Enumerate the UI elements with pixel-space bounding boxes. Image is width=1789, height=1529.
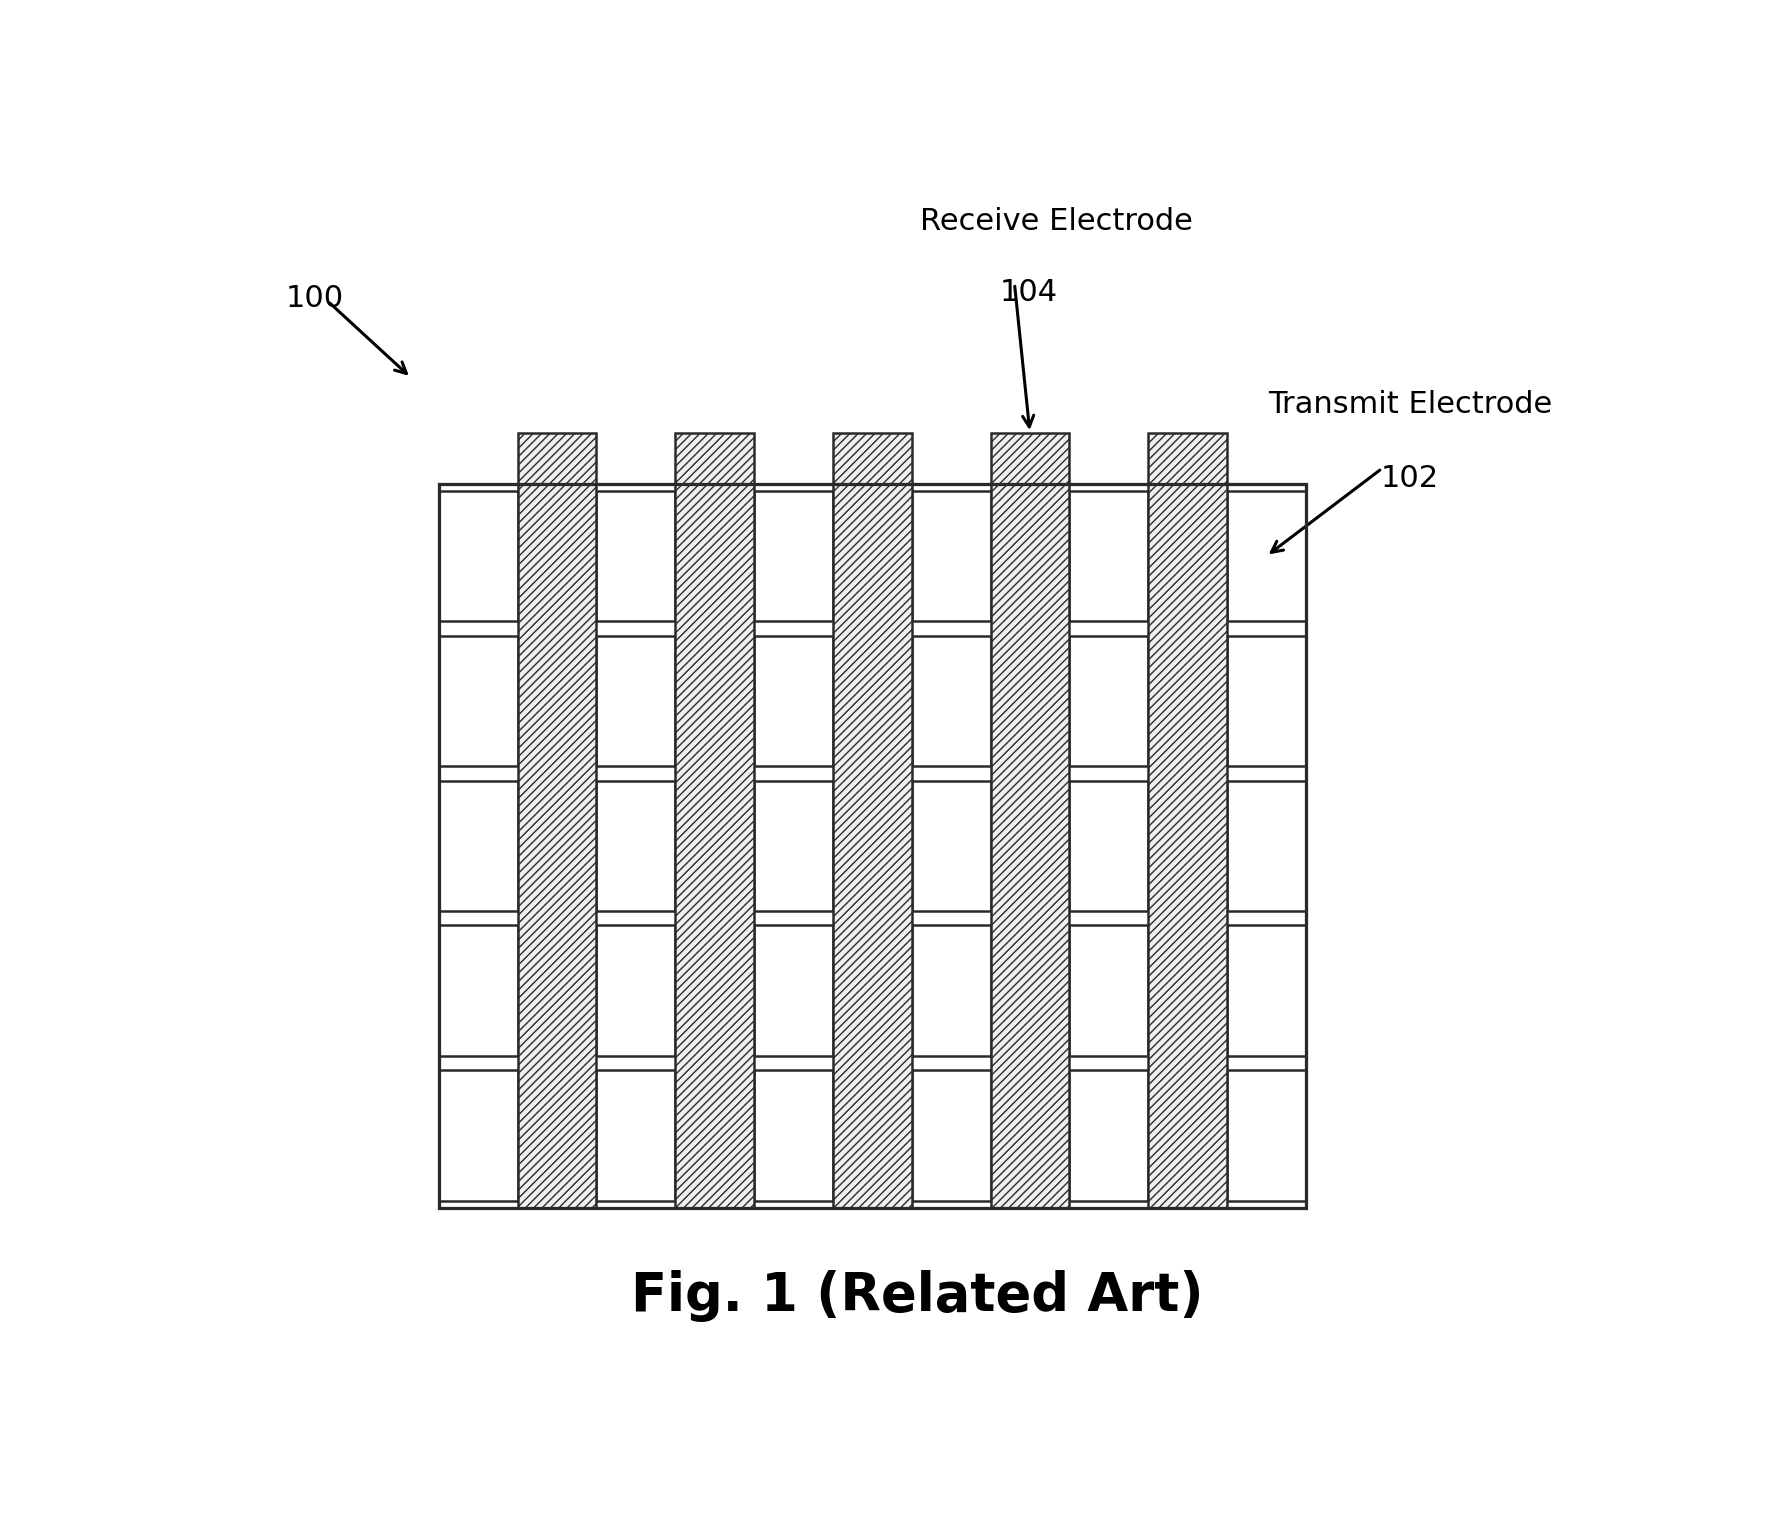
Bar — [1068, 781, 1147, 911]
Bar — [674, 433, 753, 1208]
Bar — [1068, 491, 1147, 621]
Bar — [911, 491, 989, 621]
Bar — [1225, 636, 1306, 766]
Bar — [438, 636, 517, 766]
Bar — [438, 1070, 517, 1200]
Bar — [753, 925, 832, 1055]
Bar — [1225, 781, 1306, 911]
Bar — [1068, 1070, 1147, 1200]
Text: Receive Electrode: Receive Electrode — [920, 208, 1191, 237]
Bar — [1147, 433, 1225, 1208]
Bar — [911, 925, 989, 1055]
Bar — [1225, 491, 1306, 621]
Text: Transmit Electrode: Transmit Electrode — [1267, 390, 1551, 419]
Bar — [911, 781, 989, 911]
Text: 104: 104 — [998, 278, 1057, 307]
Bar — [596, 925, 674, 1055]
Text: 100: 100 — [286, 283, 343, 312]
Bar — [1225, 1070, 1306, 1200]
Bar — [1068, 925, 1147, 1055]
Bar — [911, 1070, 989, 1200]
Bar — [753, 1070, 832, 1200]
Bar — [753, 636, 832, 766]
Bar — [438, 483, 1306, 1208]
Bar — [989, 433, 1068, 1208]
Bar — [438, 491, 517, 621]
Bar — [753, 781, 832, 911]
Bar — [753, 491, 832, 621]
Bar — [911, 636, 989, 766]
Bar — [1068, 636, 1147, 766]
Bar — [438, 925, 517, 1055]
Bar — [596, 491, 674, 621]
Bar — [596, 636, 674, 766]
Bar — [596, 1070, 674, 1200]
Text: 102: 102 — [1379, 463, 1438, 492]
Bar — [832, 433, 911, 1208]
Bar — [1225, 925, 1306, 1055]
Bar — [596, 781, 674, 911]
Text: Fig. 1 (Related Art): Fig. 1 (Related Art) — [632, 1271, 1202, 1323]
Bar — [438, 781, 517, 911]
Bar — [517, 433, 596, 1208]
